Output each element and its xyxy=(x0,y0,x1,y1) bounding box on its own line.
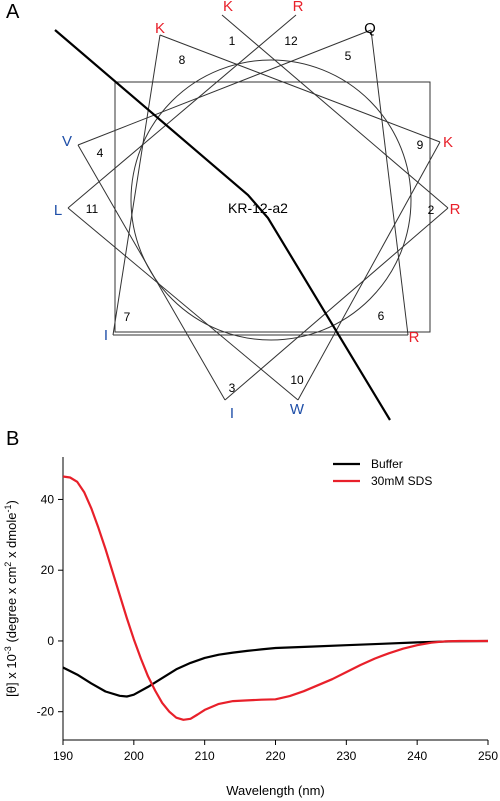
legend-label: 30mM SDS xyxy=(371,474,432,488)
residue-position: 10 xyxy=(290,373,304,387)
residue-letter: V xyxy=(62,133,72,150)
x-tick-label: 190 xyxy=(53,749,73,763)
residue-letter: R xyxy=(450,201,461,218)
residue-position: 12 xyxy=(284,34,298,48)
residue-letter: I xyxy=(230,405,234,422)
residue-position: 9 xyxy=(417,138,424,152)
series-line-buffer xyxy=(62,639,489,698)
residue-letter: L xyxy=(54,202,62,219)
helical-wheel: KR-12-a2 K 1 R 2 I 3 V 4 Q5 R 6 I 7 K 8 K 9 W 10 L 11 R 12 xyxy=(54,0,461,422)
wheel-connector xyxy=(221,14,449,209)
panel-b-label: B xyxy=(6,428,19,450)
wheel-connector xyxy=(297,141,441,401)
wheel-connector xyxy=(370,29,409,336)
wheel-connector xyxy=(159,34,441,143)
y-axis-title: [θ] x 10-3 (degree x cm2 x dmole-1) xyxy=(3,500,19,697)
residue-letter: Q xyxy=(364,20,376,37)
legend-label: Buffer xyxy=(371,457,403,471)
wheel-connector xyxy=(67,14,297,209)
panel-a-label: A xyxy=(6,1,20,23)
residue-letter: W xyxy=(290,401,305,418)
wheel-connector xyxy=(77,29,372,146)
residue-position: 7 xyxy=(124,310,131,324)
wheel-connector xyxy=(112,34,161,336)
residue-position: 3 xyxy=(229,381,236,395)
residue-position: 8 xyxy=(179,53,186,67)
residue-position: 2 xyxy=(428,203,435,217)
residue-letter: K xyxy=(223,0,233,15)
wheel-residue-labels: K 1 R 2 I 3 V 4 Q5 R 6 I 7 K 8 K 9 W 10 L 11 R 12 xyxy=(54,0,461,422)
wheel-center-label: KR-12-a2 xyxy=(228,200,288,216)
wheel-connector-lines xyxy=(67,14,449,401)
y-tick-label: 40 xyxy=(41,492,55,506)
x-tick-label: 210 xyxy=(195,749,215,763)
residue-letter: I xyxy=(104,327,108,344)
residue-letter: R xyxy=(409,329,420,346)
x-tick-label: 230 xyxy=(336,749,356,763)
y-tick-label: 0 xyxy=(47,634,54,648)
wheel-connector xyxy=(224,207,449,401)
wheel-circle xyxy=(130,59,412,341)
hydrophobic-boundary-line xyxy=(54,29,391,421)
y-tick-label: 20 xyxy=(41,563,55,577)
x-tick-label: 220 xyxy=(265,749,285,763)
y-tick-label: -20 xyxy=(37,705,55,719)
x-tick-label: 200 xyxy=(124,749,144,763)
residue-position: 1 xyxy=(229,34,236,48)
residue-letter: K xyxy=(155,20,165,37)
residue-position: 4 xyxy=(97,146,104,160)
x-tick-label: 240 xyxy=(407,749,427,763)
cd-spectrum-chart: -20 0 20 40 190 200 210 220 230 240 250 Wavelength … xyxy=(3,457,498,798)
wheel-square xyxy=(114,81,431,333)
residue-position: 5 xyxy=(345,49,352,63)
residue-position: 11 xyxy=(86,202,99,216)
x-axis-title: Wavelength (nm) xyxy=(226,783,325,798)
series-line-sds xyxy=(62,475,488,721)
wheel-connector xyxy=(67,207,299,401)
residue-letter: R xyxy=(293,0,304,15)
residue-position: 6 xyxy=(378,309,385,323)
residue-letter: K xyxy=(443,134,453,151)
x-tick-label: 250 xyxy=(478,749,498,763)
